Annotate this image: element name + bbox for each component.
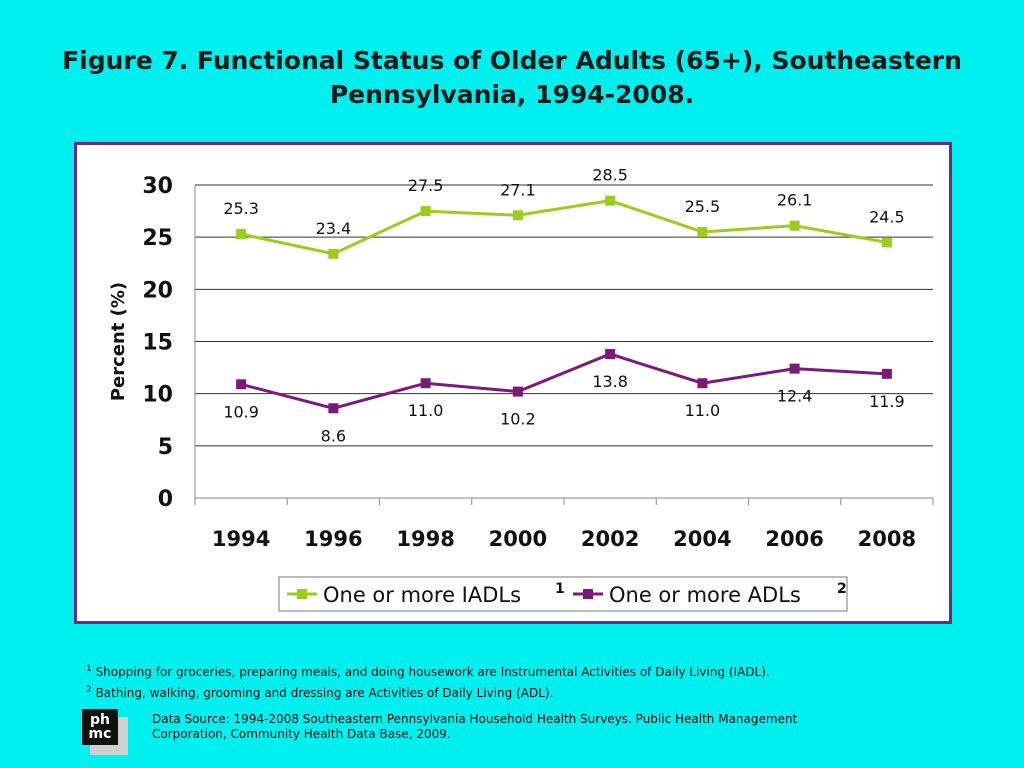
data-point	[605, 349, 616, 360]
data-label: 25.5	[685, 197, 721, 216]
legend-superscript: 2	[837, 581, 847, 597]
data-label: 12.4	[777, 387, 813, 406]
data-point	[328, 403, 339, 414]
legend-marker	[297, 589, 307, 599]
data-point	[789, 220, 800, 231]
data-label: 11.0	[685, 401, 721, 420]
x-tick-label: 2004	[673, 527, 731, 551]
data-label: 13.8	[592, 372, 628, 391]
legend-superscript: 1	[555, 581, 565, 597]
y-tick-label: 15	[142, 331, 173, 356]
x-tick-label: 1994	[212, 527, 270, 551]
footnotes: 1 Shopping for groceries, preparing meal…	[86, 660, 770, 702]
data-point	[512, 210, 523, 221]
logo-line-1: ph	[90, 712, 110, 728]
x-tick-label: 1996	[304, 527, 362, 551]
data-label: 8.6	[321, 426, 346, 445]
data-point	[881, 368, 892, 379]
data-point	[512, 386, 523, 397]
data-label: 10.2	[500, 410, 536, 429]
data-point	[697, 378, 708, 389]
data-label: 23.4	[316, 219, 352, 238]
legend-label: One or more IADLs	[323, 583, 521, 607]
logo-line-2: mc	[88, 726, 112, 742]
data-point	[236, 379, 247, 390]
data-point	[789, 363, 800, 374]
data-point	[420, 378, 431, 389]
data-point	[328, 248, 339, 259]
logo-mark: ph mc	[82, 709, 118, 745]
data-label: 27.1	[500, 180, 536, 199]
line-chart: 0 5 10 15 20 25 30 1994 1996 1998 2000 2002 2004 2006…	[108, 166, 934, 612]
x-tick-label: 2000	[489, 527, 547, 551]
footnote-2: 2 Bathing, walking, grooming and dressin…	[86, 681, 770, 702]
footnote-1-mark: 1	[86, 664, 92, 674]
data-label: 25.3	[223, 199, 259, 218]
data-point	[236, 229, 247, 240]
data-label: 26.1	[777, 191, 813, 210]
x-tick-label: 2002	[581, 527, 639, 551]
data-point	[697, 226, 708, 237]
legend-box	[278, 576, 848, 612]
x-tick-label: 1998	[396, 527, 454, 551]
legend-marker	[583, 589, 593, 599]
footnote-1: 1 Shopping for groceries, preparing meal…	[86, 660, 770, 681]
data-label: 28.5	[592, 166, 628, 185]
data-label: 11.0	[408, 401, 444, 420]
chart-frame: 0 5 10 15 20 25 30 1994 1996 1998 2000 2002 2004 2006…	[74, 142, 952, 624]
data-point	[420, 206, 431, 217]
footnote-1-text: Shopping for groceries, preparing meals,…	[95, 665, 770, 679]
series-line	[240, 199, 888, 256]
y-axis-label: Percent (%)	[108, 282, 129, 401]
data-label: 10.9	[223, 402, 259, 421]
x-tick-label: 2008	[858, 527, 916, 551]
data-label: 27.5	[408, 176, 444, 195]
y-tick-label: 20	[142, 278, 173, 303]
series-line	[240, 352, 887, 410]
footnote-2-mark: 2	[86, 685, 92, 695]
data-point	[881, 237, 892, 248]
y-tick-label: 10	[142, 383, 173, 408]
y-tick-label: 25	[142, 226, 173, 251]
y-tick-label: 5	[158, 435, 173, 460]
data-label: 24.5	[869, 207, 905, 226]
legend: One or more IADLs 1 One or more ADLs 2	[278, 576, 848, 612]
y-tick-label: 0	[158, 487, 173, 512]
chart-title: Figure 7. Functional Status of Older Adu…	[62, 46, 962, 109]
legend-label: One or more ADLs	[609, 583, 801, 607]
footnote-2-text: Bathing, walking, grooming and dressing …	[95, 686, 554, 700]
data-source: Data Source: 1994-2008 Southeastern Penn…	[152, 712, 798, 741]
phmc-logo: ph mc	[82, 709, 128, 755]
x-tick-label: 2006	[765, 527, 823, 551]
data-label: 11.9	[869, 392, 905, 411]
data-point	[605, 195, 616, 206]
y-tick-label: 30	[142, 174, 173, 199]
